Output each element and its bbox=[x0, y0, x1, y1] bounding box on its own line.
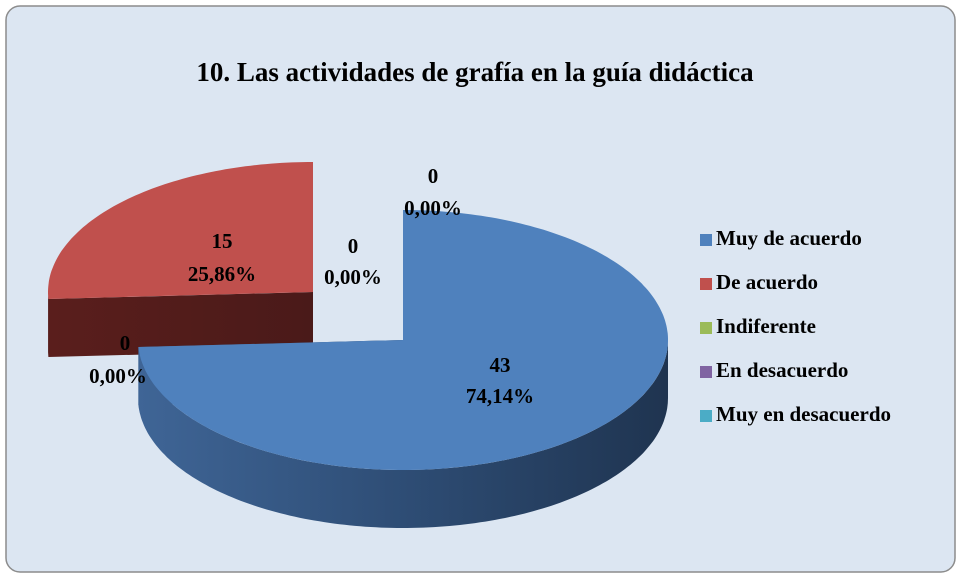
legend-label: De acuerdo bbox=[716, 270, 818, 294]
legend-label: Muy en desacuerdo bbox=[716, 402, 891, 426]
data-label: 43 bbox=[490, 353, 511, 377]
legend-swatch bbox=[700, 410, 712, 422]
legend-swatch bbox=[700, 234, 712, 246]
chart-title: 10. Las actividades de grafía en la guía… bbox=[196, 57, 754, 87]
slice-top bbox=[48, 162, 313, 299]
data-label: 15 bbox=[212, 229, 233, 253]
slice-side bbox=[48, 292, 314, 358]
legend-swatch bbox=[700, 322, 712, 334]
legend-label: Muy de acuerdo bbox=[716, 226, 862, 250]
percent-label: 0,00% bbox=[324, 265, 382, 289]
percent-label: 25,86% bbox=[188, 262, 256, 286]
data-label: 0 bbox=[428, 164, 439, 188]
data-label: 0 bbox=[120, 331, 131, 355]
pie-slice bbox=[138, 210, 668, 528]
data-label: 0 bbox=[348, 234, 359, 258]
slice-wall bbox=[138, 340, 668, 528]
percent-label: 0,00% bbox=[89, 364, 147, 388]
percent-label: 0,00% bbox=[404, 196, 462, 220]
legend-label: En desacuerdo bbox=[716, 358, 848, 382]
percent-label: 74,14% bbox=[466, 384, 534, 408]
legend-swatch bbox=[700, 366, 712, 378]
slice-top bbox=[138, 210, 668, 470]
legend-label: Indiferente bbox=[716, 314, 816, 338]
pie-slice bbox=[48, 162, 314, 358]
legend-swatch bbox=[700, 278, 712, 290]
